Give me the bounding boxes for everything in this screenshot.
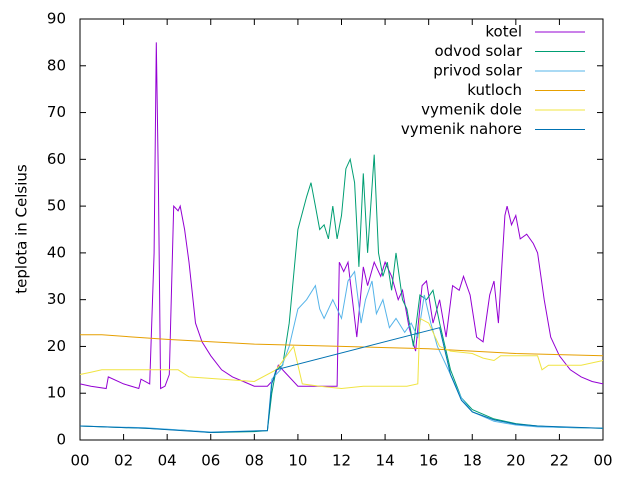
x-tick-label: 20 bbox=[506, 452, 525, 470]
plot-border bbox=[79, 18, 604, 441]
y-tick-label: 10 bbox=[47, 384, 66, 402]
x-tick-label: 04 bbox=[158, 452, 177, 470]
x-tick-label: 06 bbox=[201, 452, 220, 470]
series-line bbox=[79, 327, 604, 434]
legend-label: privod solar bbox=[433, 62, 523, 80]
x-tick-label: 00 bbox=[70, 452, 89, 470]
series-line bbox=[80, 334, 604, 357]
x-tick-label: 10 bbox=[288, 452, 307, 470]
x-tick-label: 18 bbox=[463, 452, 482, 470]
x-tick-label: 16 bbox=[419, 452, 438, 470]
y-tick-label: 80 bbox=[47, 56, 66, 74]
x-tick-label: 22 bbox=[550, 452, 569, 470]
series-line bbox=[79, 154, 604, 434]
legend-label: vymenik nahore bbox=[401, 120, 522, 138]
y-tick-label: 70 bbox=[47, 103, 66, 121]
y-tick-label: 30 bbox=[47, 290, 66, 308]
x-tick-label: 12 bbox=[332, 452, 351, 470]
legend-label: odvod solar bbox=[434, 42, 522, 60]
y-tick-label: 20 bbox=[47, 337, 66, 355]
y-tick-label: 50 bbox=[47, 197, 66, 215]
x-tick-label: 08 bbox=[245, 452, 264, 470]
y-tick-label: 40 bbox=[47, 243, 66, 261]
y-tick-label: 90 bbox=[47, 10, 66, 28]
legend-label: kutloch bbox=[467, 81, 522, 99]
series-line bbox=[79, 317, 604, 390]
legend-label: kotel bbox=[485, 23, 522, 41]
y-tick-label: 0 bbox=[56, 431, 66, 449]
x-tick-label: 00 bbox=[593, 452, 612, 470]
x-tick-label: 14 bbox=[376, 452, 395, 470]
legend-label: vymenik dole bbox=[421, 101, 522, 119]
x-tick-label: 02 bbox=[114, 452, 133, 470]
series-line bbox=[79, 42, 604, 390]
y-tick-label: 60 bbox=[47, 150, 66, 168]
y-axis-label: teplota in Celsius bbox=[13, 164, 31, 294]
